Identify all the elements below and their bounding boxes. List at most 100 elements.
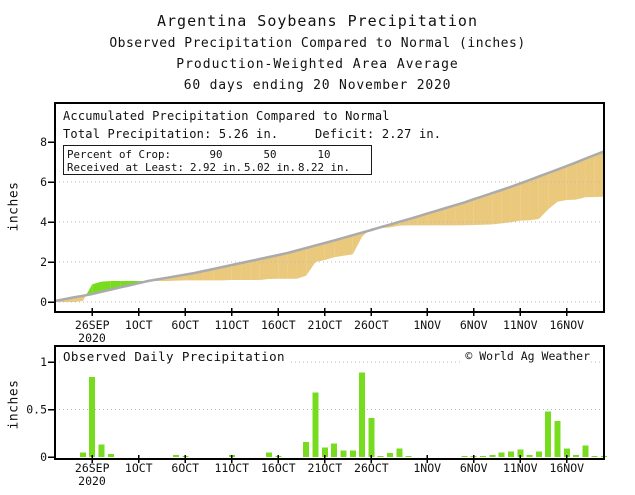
x-tick-label: 26OCT xyxy=(354,318,389,332)
deficit-area xyxy=(259,257,270,280)
deficit-area xyxy=(492,190,502,225)
deficit-area xyxy=(594,151,604,197)
deficit-area xyxy=(445,205,456,226)
deficit-area xyxy=(343,235,353,256)
deficit-area xyxy=(538,173,549,219)
daily-precip-bar xyxy=(172,455,179,457)
daily-precip-bar xyxy=(377,456,384,457)
deficit-area xyxy=(455,202,465,226)
deficit-area xyxy=(548,169,558,210)
percent-of-crop-box: Percent of Crop: 90 50 10 Received at Le… xyxy=(63,145,372,175)
page-subtitle-2: Production-Weighted Area Average xyxy=(176,57,459,72)
x-tick-label: 16NOV xyxy=(549,461,584,475)
deficit-area xyxy=(510,183,521,223)
daily-precip-bar xyxy=(107,454,114,457)
received-at-least-row: Received at Least: 2.92 in. 5.02 in. 8.2… xyxy=(64,161,371,175)
x-tick-label: 11OCT xyxy=(214,461,249,475)
copyright-text: © World Ag Weather xyxy=(460,349,590,363)
top-y-axis-caption: inches xyxy=(6,181,22,232)
x-tick-label: 26OCT xyxy=(354,461,389,475)
daily-precip-bar xyxy=(98,444,105,457)
daily-precip-bar xyxy=(461,456,468,457)
deficit-area xyxy=(529,176,539,221)
page-title: Argentina Soybeans Precipitation xyxy=(157,12,478,30)
deficit-area xyxy=(334,237,344,258)
bottom-plot-border xyxy=(54,345,605,460)
daily-precip-bar xyxy=(591,456,598,457)
percent-row-label: Percent of Crop: xyxy=(66,147,184,161)
percent-value: 50 xyxy=(263,147,277,161)
x-tick-label: 26SEP xyxy=(75,318,110,332)
daily-precip-bar xyxy=(266,452,273,457)
x-tick-label: 1NOV xyxy=(413,461,441,475)
deficit-area xyxy=(250,259,260,280)
x-tick-label: 16OCT xyxy=(261,461,296,475)
deficit-area xyxy=(269,255,279,279)
deficit-area xyxy=(231,263,242,280)
x-tick-label: 26SEP xyxy=(75,461,110,475)
x-tick-label: 6OCT xyxy=(171,461,199,475)
percent-value: 90 xyxy=(209,147,223,161)
received-value: 2.92 in. xyxy=(189,161,242,174)
deficit-area xyxy=(352,232,363,255)
deficit-area xyxy=(203,269,214,281)
normal-accumulation-line xyxy=(54,150,605,303)
received-row-label: Received at Least: xyxy=(66,161,184,174)
daily-precip-bar xyxy=(79,452,86,457)
deficit-area xyxy=(520,180,530,221)
x-tick-label: 11NOV xyxy=(503,461,538,475)
accumulated-chart-title: Accumulated Precipitation Compared to No… xyxy=(63,109,390,123)
y-tick-label: 8 xyxy=(40,135,47,149)
deficit-area xyxy=(222,265,232,281)
x-tick-label: 21OCT xyxy=(308,318,343,332)
daily-precip-bar xyxy=(545,411,552,457)
total-precipitation-text: Total Precipitation: 5.26 in. xyxy=(63,127,279,141)
page-subtitle-1: Observed Precipitation Compared to Norma… xyxy=(109,36,526,51)
deficit-area xyxy=(464,199,474,226)
deficit-area xyxy=(287,250,297,279)
year-label-bottom: 2020 xyxy=(78,474,106,488)
x-tick-label: 11NOV xyxy=(503,318,538,332)
daily-precip-bar xyxy=(89,377,96,457)
deficit-area xyxy=(324,240,335,260)
daily-precip-bar xyxy=(554,420,561,457)
daily-precip-bar xyxy=(340,450,347,457)
x-tick-label: 6OCT xyxy=(171,318,199,332)
daily-precip-bar xyxy=(349,450,356,457)
percent-value: 10 xyxy=(317,147,331,161)
y-tick-label: 6 xyxy=(40,175,47,189)
totals-line: Total Precipitation: 5.26 in. Deficit: 2… xyxy=(63,127,513,142)
daily-precip-bar xyxy=(396,448,403,457)
x-tick-label: 6NOV xyxy=(460,461,488,475)
deficit-area xyxy=(278,253,288,279)
daily-precip-bar xyxy=(303,441,310,457)
x-tick-label: 6NOV xyxy=(460,318,488,332)
daily-precip-bar xyxy=(517,449,524,457)
deficit-area xyxy=(576,158,586,200)
deficit-area xyxy=(585,155,595,198)
daily-precip-bar xyxy=(405,456,412,457)
deficit-area xyxy=(557,166,567,202)
received-value: 5.02 in. xyxy=(243,161,296,174)
x-tick-label: 21OCT xyxy=(308,461,343,475)
x-tick-label: 1OCT xyxy=(125,461,153,475)
x-tick-label: 11OCT xyxy=(214,318,249,332)
daily-precip-bar xyxy=(480,456,487,457)
x-tick-label: 1NOV xyxy=(413,318,441,332)
received-value: 8.22 in. xyxy=(297,161,350,174)
deficit-area xyxy=(483,193,493,225)
deficit-area xyxy=(566,162,577,200)
deficit-area xyxy=(473,196,484,225)
top-plot-border xyxy=(54,102,605,313)
surplus-area xyxy=(86,284,93,296)
daily-precip-bar xyxy=(368,418,375,457)
deficit-text: Deficit: 2.27 in. xyxy=(315,127,442,141)
year-label-top: 2020 xyxy=(78,331,106,345)
y-tick-label: 0 xyxy=(40,450,47,464)
daily-precip-bar xyxy=(563,448,570,457)
y-tick-label: 4 xyxy=(40,215,47,229)
y-tick-label: 1 xyxy=(40,355,47,369)
daily-precip-bar xyxy=(535,451,542,457)
daily-precip-bar xyxy=(526,455,533,457)
